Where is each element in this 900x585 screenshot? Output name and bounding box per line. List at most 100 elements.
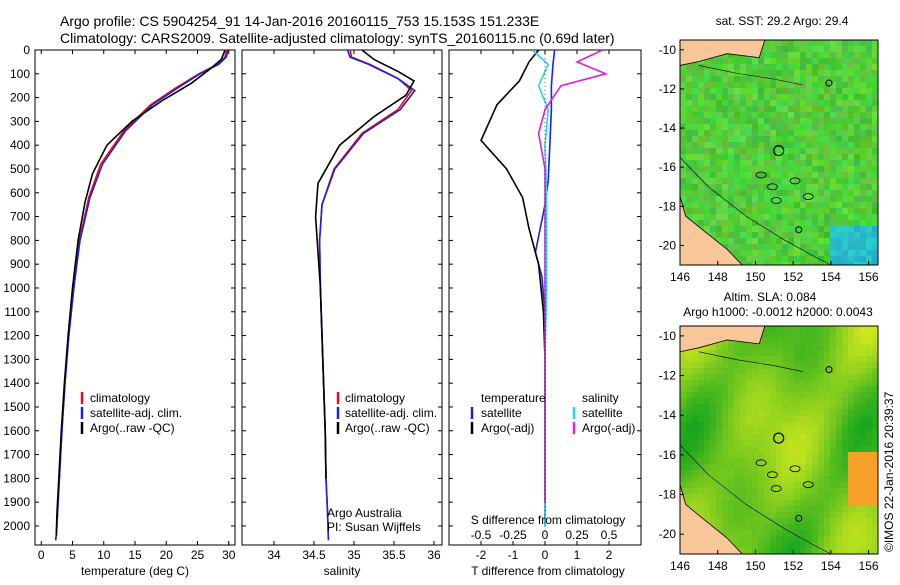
map-cell — [794, 410, 800, 416]
map-cell — [794, 362, 800, 368]
map-cell — [794, 190, 800, 196]
map-cell — [782, 452, 788, 458]
map-cell — [782, 446, 788, 452]
map-cell — [824, 136, 830, 142]
map-cell — [770, 262, 776, 265]
map-cell — [758, 76, 764, 82]
map-cell — [866, 196, 872, 202]
map-cell — [734, 344, 740, 350]
map-cell — [794, 530, 800, 536]
map-cell — [812, 512, 818, 518]
map-cell — [824, 452, 830, 458]
salinity-axes — [241, 49, 443, 546]
map-cell — [686, 154, 692, 160]
map-cell — [680, 196, 686, 202]
map-cell — [770, 196, 776, 202]
nearby-marker — [825, 79, 833, 87]
map-cell — [704, 512, 710, 518]
map-cell — [830, 326, 836, 332]
map-cell — [740, 58, 746, 64]
map-cell — [716, 500, 722, 506]
map-cell — [686, 440, 692, 446]
map-cell — [788, 500, 794, 506]
map-cell — [788, 256, 794, 262]
map-cell — [740, 160, 746, 166]
map-cell — [866, 166, 872, 172]
map-cell — [872, 410, 878, 416]
map-cell — [776, 404, 782, 410]
map-cell — [824, 250, 830, 256]
map-cell — [722, 226, 728, 232]
map-cell — [848, 160, 854, 166]
map-cell — [692, 428, 698, 434]
map-cell — [758, 356, 764, 362]
land-australia — [680, 484, 743, 554]
map-cell — [758, 404, 764, 410]
map-cell — [692, 118, 698, 124]
map-cell — [710, 232, 716, 238]
map-cell — [800, 542, 806, 548]
map-cell — [830, 46, 836, 52]
map-cell — [740, 506, 746, 512]
map-cell — [698, 136, 704, 142]
map-cell — [734, 82, 740, 88]
map-cell — [824, 52, 830, 58]
map-cell — [776, 356, 782, 362]
map-cell — [692, 106, 698, 112]
map-cell — [788, 136, 794, 142]
map-cell — [836, 94, 842, 100]
map-cell — [848, 262, 854, 265]
map-cell — [692, 422, 698, 428]
map-cell — [806, 112, 812, 118]
map-cell — [830, 416, 836, 422]
map-cell — [794, 470, 800, 476]
map-cell — [740, 374, 746, 380]
map-cell — [770, 548, 776, 554]
map-cell — [860, 362, 866, 368]
map-cell — [836, 512, 842, 518]
map-cell — [800, 232, 806, 238]
map-cell — [776, 100, 782, 106]
map-cell — [752, 344, 758, 350]
difference-t-tick-label: -2 — [476, 548, 487, 562]
map-cell — [764, 100, 770, 106]
map-cell — [794, 548, 800, 554]
map-cell — [848, 172, 854, 178]
map-cell — [758, 482, 764, 488]
map-cell — [866, 142, 872, 148]
map-cell — [776, 512, 782, 518]
map-cell — [764, 416, 770, 422]
map-cell — [758, 118, 764, 124]
map-cell — [716, 202, 722, 208]
map-cell — [854, 88, 860, 94]
map-cell — [812, 148, 818, 154]
map-cell — [680, 64, 686, 70]
map-cell — [854, 476, 860, 482]
map-cell — [776, 362, 782, 368]
map-cell — [854, 344, 860, 350]
map-cell — [764, 136, 770, 142]
map-cell — [830, 202, 836, 208]
map-cell — [806, 362, 812, 368]
map-cell — [830, 338, 836, 344]
map-cell — [770, 94, 776, 100]
map-cell — [686, 184, 692, 190]
map-cell — [824, 338, 830, 344]
map-cell — [758, 232, 764, 238]
map-cell — [806, 464, 812, 470]
map-cell — [722, 64, 728, 70]
map-cell — [782, 82, 788, 88]
map-cell — [686, 130, 692, 136]
map-cell — [842, 518, 848, 524]
map-cell — [776, 262, 782, 265]
map-cell — [866, 476, 872, 482]
map-cell — [794, 178, 800, 184]
map-cell — [836, 356, 842, 362]
map-cell — [848, 332, 854, 338]
map-cell — [722, 82, 728, 88]
map-cell — [770, 142, 776, 148]
map-cell — [836, 332, 842, 338]
map-cell — [770, 338, 776, 344]
map-cell — [698, 82, 704, 88]
reef-outline — [767, 183, 778, 191]
